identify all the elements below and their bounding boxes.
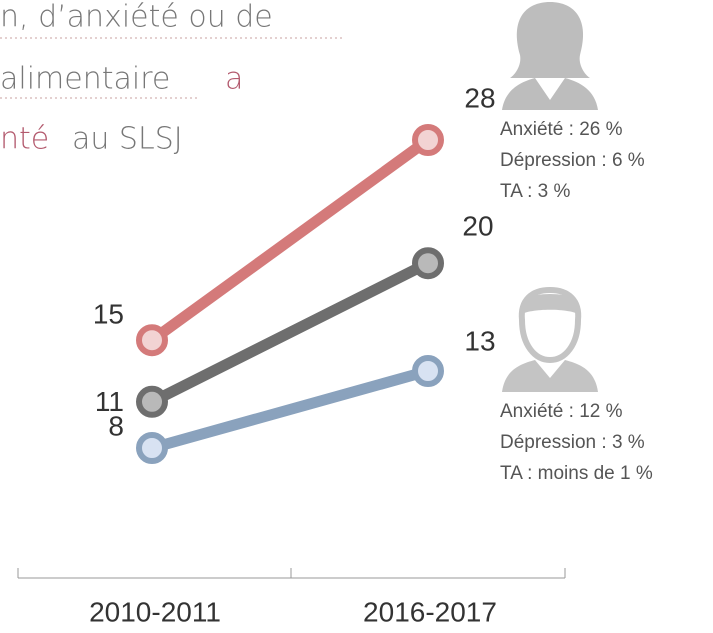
annotation: Dépression : 6 % [500, 150, 645, 171]
value-label: 28 [464, 82, 495, 113]
series-line [146, 257, 434, 408]
x-tick-label: 2010-2011 [89, 596, 221, 627]
point [136, 324, 168, 357]
point [412, 124, 444, 156]
point [136, 385, 168, 418]
title-line: alimentaire [0, 62, 170, 97]
annotation: Anxiété : 26 % [500, 119, 623, 140]
point [412, 247, 444, 280]
title-line: au SLSJ [72, 122, 183, 157]
man-icon [502, 286, 598, 392]
annotation: Anxiété : 12 % [500, 401, 623, 422]
series-line [146, 365, 434, 454]
title-word: nté [0, 122, 49, 157]
value-label: 20 [462, 211, 493, 242]
annotation: TA : moins de 1 % [500, 463, 653, 484]
series-line [146, 134, 434, 346]
value-label: 8 [108, 410, 124, 441]
value-label: 15 [93, 299, 124, 330]
woman-icon [502, 2, 598, 110]
annotation: Dépression : 3 % [500, 432, 645, 453]
value-label: 13 [464, 325, 495, 356]
title-word: a [225, 62, 243, 97]
x-tick-label: 2016-2017 [363, 596, 497, 627]
annotation: TA : 3 % [500, 181, 571, 202]
point [136, 432, 168, 464]
point [412, 355, 444, 387]
value-label: 11 [95, 386, 124, 417]
title-line: n, d’anxiété ou de [0, 0, 273, 35]
